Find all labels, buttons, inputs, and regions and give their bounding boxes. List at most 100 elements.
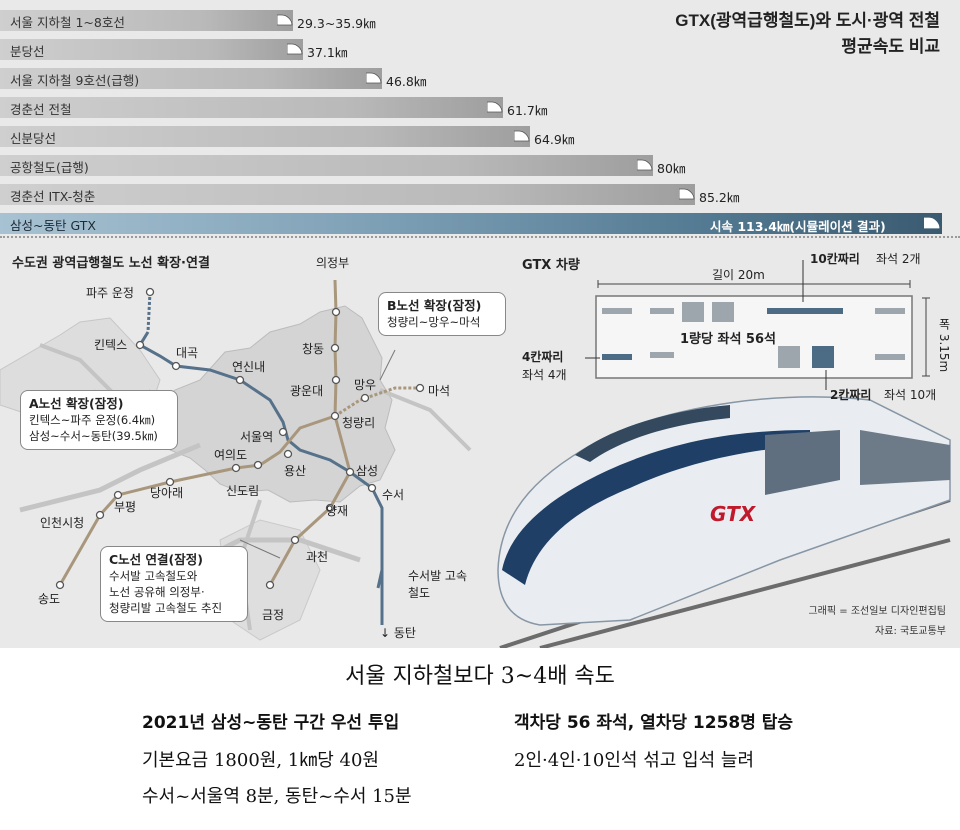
bar-category-label: 서울 지하철 1~8호선 <box>10 15 125 30</box>
bar <box>0 39 303 60</box>
station-label: 수서 <box>382 488 405 502</box>
station-label: 킨텍스 <box>94 338 128 352</box>
station-label: 양재 <box>326 504 349 518</box>
car-width: 폭 3.15m <box>937 318 951 373</box>
callout-c-pointer <box>239 539 281 559</box>
bar <box>0 155 653 176</box>
bar-value-label: 29.3~35.9㎞ <box>297 16 376 31</box>
station-label: 마석 <box>428 384 451 398</box>
callout-line: 청량리발 고속철도 추진 <box>109 601 223 615</box>
car-outline <box>595 295 913 379</box>
station-label: 대곡 <box>176 346 199 360</box>
article-summary: 서울 지하철보다 3~4배 속도 2021년 삼성~동탄 구간 우선 투입 기본… <box>0 648 960 830</box>
train-nose-icon <box>287 43 303 55</box>
train-side-window <box>765 430 840 495</box>
line-a-ext-south-2 <box>376 569 384 589</box>
chart-subtitle: 평균속도 비교 <box>841 37 940 56</box>
bar-category-label: 공항철도(급행) <box>10 160 89 175</box>
chart-title: GTX(광역급행철도)와 도시·광역 전철 평균속도 비교 <box>675 8 940 60</box>
chart-title-line: GTX(광역급행철도)와 도시·광역 전철 <box>675 11 940 30</box>
bar-value-label: 64.9㎞ <box>534 132 575 147</box>
station-label: 광운대 <box>290 384 324 398</box>
callout-b-pointer <box>379 349 396 381</box>
map-title: 수도권 광역급행철도 노선 확장·연결 <box>12 256 210 271</box>
bar-row: 서울 지하철 9호선(급행) 46.8㎞ <box>0 66 522 90</box>
data-source: 자료: 국토교통부 <box>875 626 946 637</box>
station-label: 송도 <box>38 592 61 606</box>
station-label: 망우 <box>354 378 377 392</box>
two-seat-count: 좌석 10개 <box>884 388 937 402</box>
seats-per-car: 1량당 좌석 56석 <box>680 332 776 347</box>
callout-line: 청량리~망우~마석 <box>387 315 481 329</box>
station-label: 과천 <box>306 550 329 564</box>
callout-line: 삼성~수서~동탄(39.5㎞) <box>29 429 158 443</box>
station-label: 파주 운정 <box>86 286 134 300</box>
bar-value-label: 37.1㎞ <box>307 45 348 60</box>
train-nose-icon <box>637 159 653 171</box>
callout-title: C노선 연결(잠정) <box>109 552 203 567</box>
left-line: 기본요금 1800원, 1㎞당 40원 <box>142 750 379 771</box>
station-label: 창동 <box>302 342 325 356</box>
bar-row-gtx: 삼성~동탄 GTX 시속 113.4㎞(시뮬레이션 결과) <box>0 211 960 235</box>
bar-category-label: 신분당선 <box>10 131 57 146</box>
train-windshield <box>575 405 730 462</box>
two-seat-label: 2칸짜리 <box>830 388 872 402</box>
bar-row: 공항철도(급행) 80㎞ <box>0 153 793 177</box>
right-line: 2인·4인·10인석 섞고 입석 늘려 <box>514 750 755 771</box>
bar-value-label: 85.2㎞ <box>699 190 740 205</box>
train-section: GTX 차량 길이 20m 폭 3.15m 10칸짜리 좌석 2개 4칸짜리 좌… <box>480 240 960 648</box>
bar <box>0 10 293 31</box>
callout-line: 킨텍스~파주 운정(6.4㎞) <box>29 413 156 427</box>
road <box>19 442 201 513</box>
callout-line: 수서발 고속철도와 <box>109 569 198 583</box>
train-nose-icon <box>277 14 293 26</box>
train-drawing <box>497 260 951 648</box>
bar-category-label: 삼성~동탄 GTX <box>10 218 96 233</box>
callout-title: A노선 확장(잠정) <box>29 396 124 411</box>
speed-bar-chart: 서울 지하철 1~8호선 29.3~35.9㎞ 분당선 37.1㎞ 서울 지하철 9호선… <box>0 0 960 240</box>
four-seat-label: 4칸짜리 <box>522 350 564 364</box>
bar-category-label: 경춘선 ITX-청춘 <box>10 189 96 204</box>
bar-row: 경춘선 ITX-청춘 85.2㎞ <box>0 182 835 206</box>
callout-line-b: B노선 확장(잠정) 청량리~망우~마석 <box>378 292 506 336</box>
bar-category-label: 경춘선 전철 <box>10 102 72 117</box>
right-heading: 객차당 56 좌석, 열차당 1258명 탑승 <box>514 713 794 733</box>
bar-row: 경춘선 전철 61.7㎞ <box>0 95 643 119</box>
bar <box>0 68 382 89</box>
road <box>379 388 472 452</box>
train-nose-icon <box>924 217 940 229</box>
ten-seat-label: 10칸짜리 <box>810 252 860 266</box>
line-a <box>137 331 384 570</box>
station-label: 청량리 <box>342 416 376 430</box>
left-line: 수서~서울역 8분, 동탄~수서 15분 <box>142 786 412 807</box>
headline: 서울 지하철보다 3~4배 속도 <box>345 664 615 689</box>
train-nose-icon <box>366 72 382 84</box>
callout-title: B노선 확장(잠정) <box>387 298 482 313</box>
station-label: ↓ 동탄 <box>380 626 416 640</box>
station-label: 부평 <box>114 500 137 514</box>
bar <box>0 213 942 234</box>
bar-row: 서울 지하철 1~8호선 29.3~35.9㎞ <box>0 8 433 32</box>
bar-row: 신분당선 64.9㎞ <box>0 124 670 148</box>
callout-line-c: C노선 연결(잠정) 수서발 고속철도와 노선 공유해 의정부· 청량리발 고속… <box>100 546 248 622</box>
station-label: 서울역 <box>240 430 274 444</box>
bar-value-label: 61.7㎞ <box>507 103 548 118</box>
bar-value-label: 46.8㎞ <box>386 74 427 89</box>
station-label: 신도림 <box>226 484 260 498</box>
seat-blocks <box>602 302 905 368</box>
station-label: 용산 <box>284 464 307 478</box>
bar <box>0 184 695 205</box>
station-label: 금정 <box>262 608 285 622</box>
four-seat-count: 좌석 4개 <box>522 368 567 382</box>
callout-line: 노선 공유해 의정부· <box>109 585 205 599</box>
station-label: 당아래 <box>150 486 184 500</box>
station-label: 인천시청 <box>40 516 85 530</box>
bar-row: 분당선 37.1㎞ <box>0 37 443 61</box>
train-nose-icon <box>514 130 530 142</box>
bar-value-label: 80㎞ <box>657 161 686 176</box>
left-heading: 2021년 삼성~동탄 구간 우선 투입 <box>142 713 400 733</box>
train-nose-icon <box>487 101 503 113</box>
station-dots <box>55 287 425 590</box>
bar <box>0 97 503 118</box>
train-side-window <box>860 430 950 485</box>
